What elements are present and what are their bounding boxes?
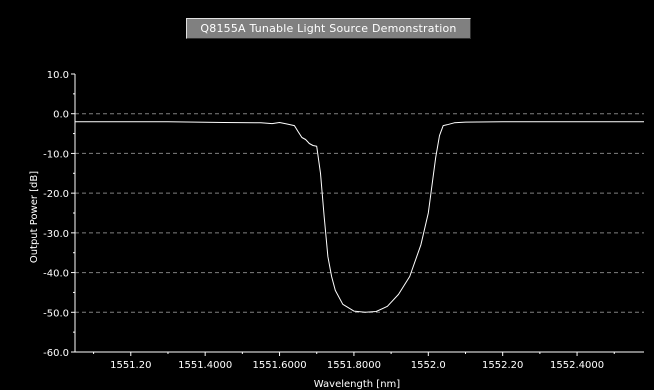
y-tick-label: -20.0 (43, 189, 69, 200)
x-tick-label: 1551.8000 (327, 360, 381, 371)
x-tick-label: 1552.4000 (550, 360, 604, 371)
y-axis-ticks: 10.0 0.0 -10.0 -20.0 -30.0 -40.0 -50.0 -60.0 (43, 70, 75, 359)
chart-title: Q8155A Tunable Light Source Demonstratio… (186, 18, 471, 39)
y-tick-label: -50.0 (43, 308, 69, 319)
axes (74, 74, 644, 353)
y-tick-label: -30.0 (43, 229, 69, 240)
series-line (75, 121, 644, 313)
y-tick-label: 0.0 (53, 110, 69, 121)
x-axis-label: Wavelength [nm] (314, 379, 400, 390)
y-tick-label: -40.0 (43, 269, 69, 280)
x-tick-label: 1552.20 (482, 360, 523, 371)
series-group (75, 121, 644, 313)
x-tick-label: 1551.4000 (178, 360, 232, 371)
x-tick-label: 1551.20 (110, 360, 151, 371)
y-axis-label: Output Power [dB] (29, 171, 40, 263)
y-tick-label: -60.0 (43, 348, 69, 359)
x-tick-label: 1552.0 (411, 360, 446, 371)
x-tick-label: 1551.6000 (253, 360, 307, 371)
grid-lines (75, 113, 644, 313)
y-tick-label: 10.0 (47, 70, 69, 81)
x-axis-ticks: 1551.20 1551.4000 1551.6000 1551.8000 1552.0… (93, 352, 615, 371)
y-tick-label: -10.0 (43, 149, 69, 160)
